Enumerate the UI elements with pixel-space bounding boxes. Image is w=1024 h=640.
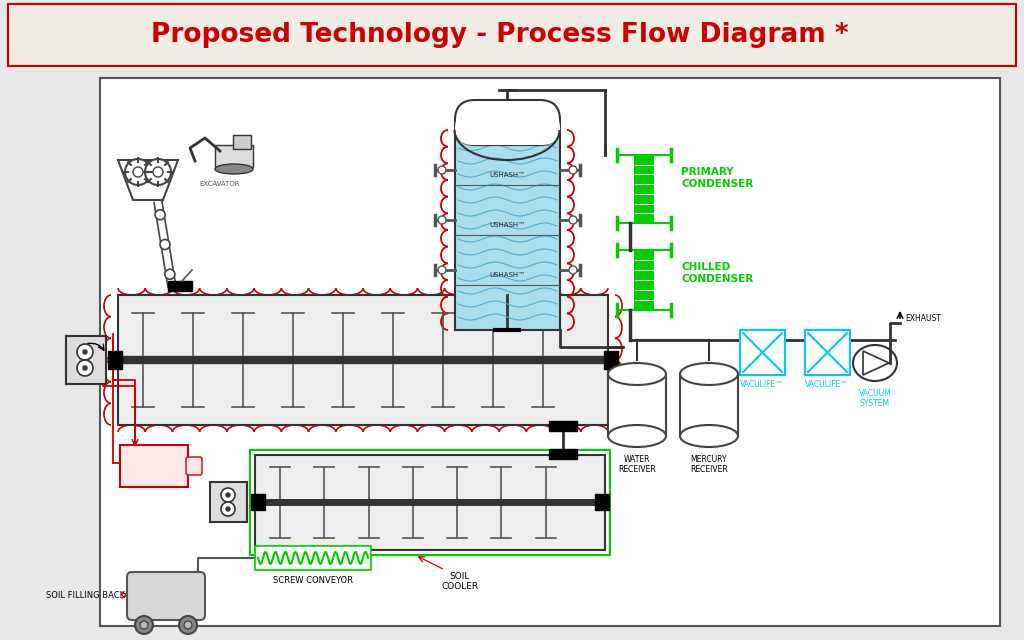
- Circle shape: [226, 493, 230, 497]
- Circle shape: [438, 216, 446, 224]
- Circle shape: [135, 616, 153, 634]
- Bar: [120, 445, 188, 487]
- Bar: [215, 145, 253, 167]
- Ellipse shape: [608, 425, 666, 447]
- Text: USHASH™: USHASH™: [488, 172, 525, 178]
- Bar: [805, 330, 850, 375]
- Bar: [66, 336, 106, 384]
- Text: EXHAUST: EXHAUST: [905, 314, 941, 323]
- Bar: [251, 494, 265, 510]
- Text: PRIMARY
CONDENSER: PRIMARY CONDENSER: [681, 167, 754, 189]
- Circle shape: [145, 159, 171, 185]
- Text: VACULIFE™: VACULIFE™: [740, 380, 784, 389]
- Bar: [635, 155, 653, 223]
- Circle shape: [77, 344, 93, 360]
- Circle shape: [569, 266, 577, 274]
- Text: MERCURY
RECEIVER: MERCURY RECEIVER: [690, 455, 728, 474]
- Circle shape: [438, 166, 446, 174]
- Circle shape: [226, 507, 230, 511]
- Bar: [100, 78, 1000, 626]
- FancyBboxPatch shape: [186, 457, 202, 475]
- Bar: [255, 546, 371, 570]
- Circle shape: [438, 266, 446, 274]
- Bar: [595, 494, 609, 510]
- Ellipse shape: [853, 345, 897, 381]
- Ellipse shape: [608, 363, 666, 385]
- Circle shape: [83, 350, 87, 354]
- Bar: [455, 130, 560, 330]
- Bar: [250, 450, 610, 555]
- Text: SCREW CONVEYOR: SCREW CONVEYOR: [273, 576, 353, 585]
- Bar: [108, 351, 122, 369]
- Bar: [118, 295, 608, 425]
- Bar: [635, 250, 653, 310]
- FancyBboxPatch shape: [8, 4, 1016, 66]
- Text: SOIL FILLING BACK: SOIL FILLING BACK: [46, 591, 125, 600]
- Circle shape: [155, 210, 165, 220]
- Polygon shape: [118, 160, 178, 200]
- Circle shape: [569, 216, 577, 224]
- Ellipse shape: [680, 425, 738, 447]
- Circle shape: [140, 621, 148, 629]
- Text: SOIL
COOLER: SOIL COOLER: [441, 572, 478, 591]
- Text: TH OIL
HEATER: TH OIL HEATER: [136, 456, 172, 476]
- Text: USHASH™: USHASH™: [488, 222, 525, 228]
- Circle shape: [179, 616, 197, 634]
- Circle shape: [569, 166, 577, 174]
- Ellipse shape: [215, 164, 253, 174]
- Text: USHASH™: USHASH™: [488, 272, 525, 278]
- Text: WATER
RECEIVER: WATER RECEIVER: [618, 455, 656, 474]
- Circle shape: [184, 621, 193, 629]
- Circle shape: [221, 488, 234, 502]
- Text: CHILLED
CONDENSER: CHILLED CONDENSER: [681, 262, 754, 284]
- Text: VACULIFE™: VACULIFE™: [805, 380, 849, 389]
- Circle shape: [125, 159, 151, 185]
- Bar: [210, 482, 247, 522]
- Bar: [233, 135, 251, 149]
- Polygon shape: [863, 351, 889, 375]
- Bar: [680, 374, 738, 436]
- Bar: [255, 455, 605, 550]
- Text: Proposed Technology - Process Flow Diagram *: Proposed Technology - Process Flow Diagr…: [152, 22, 849, 48]
- Ellipse shape: [680, 363, 738, 385]
- Bar: [549, 421, 577, 431]
- Bar: [168, 281, 193, 291]
- Bar: [608, 374, 666, 436]
- Circle shape: [165, 269, 175, 279]
- Text: EXCAVATOR: EXCAVATOR: [200, 181, 241, 187]
- Circle shape: [133, 167, 143, 177]
- Bar: [549, 449, 577, 459]
- Circle shape: [160, 239, 170, 250]
- FancyBboxPatch shape: [455, 110, 560, 145]
- Circle shape: [221, 502, 234, 516]
- Circle shape: [153, 167, 163, 177]
- Text: VACUUM
SYSTEM: VACUUM SYSTEM: [859, 389, 891, 408]
- Circle shape: [83, 366, 87, 370]
- Bar: [740, 330, 785, 375]
- Bar: [604, 351, 618, 369]
- Circle shape: [77, 360, 93, 376]
- FancyBboxPatch shape: [127, 572, 205, 620]
- FancyBboxPatch shape: [455, 100, 560, 145]
